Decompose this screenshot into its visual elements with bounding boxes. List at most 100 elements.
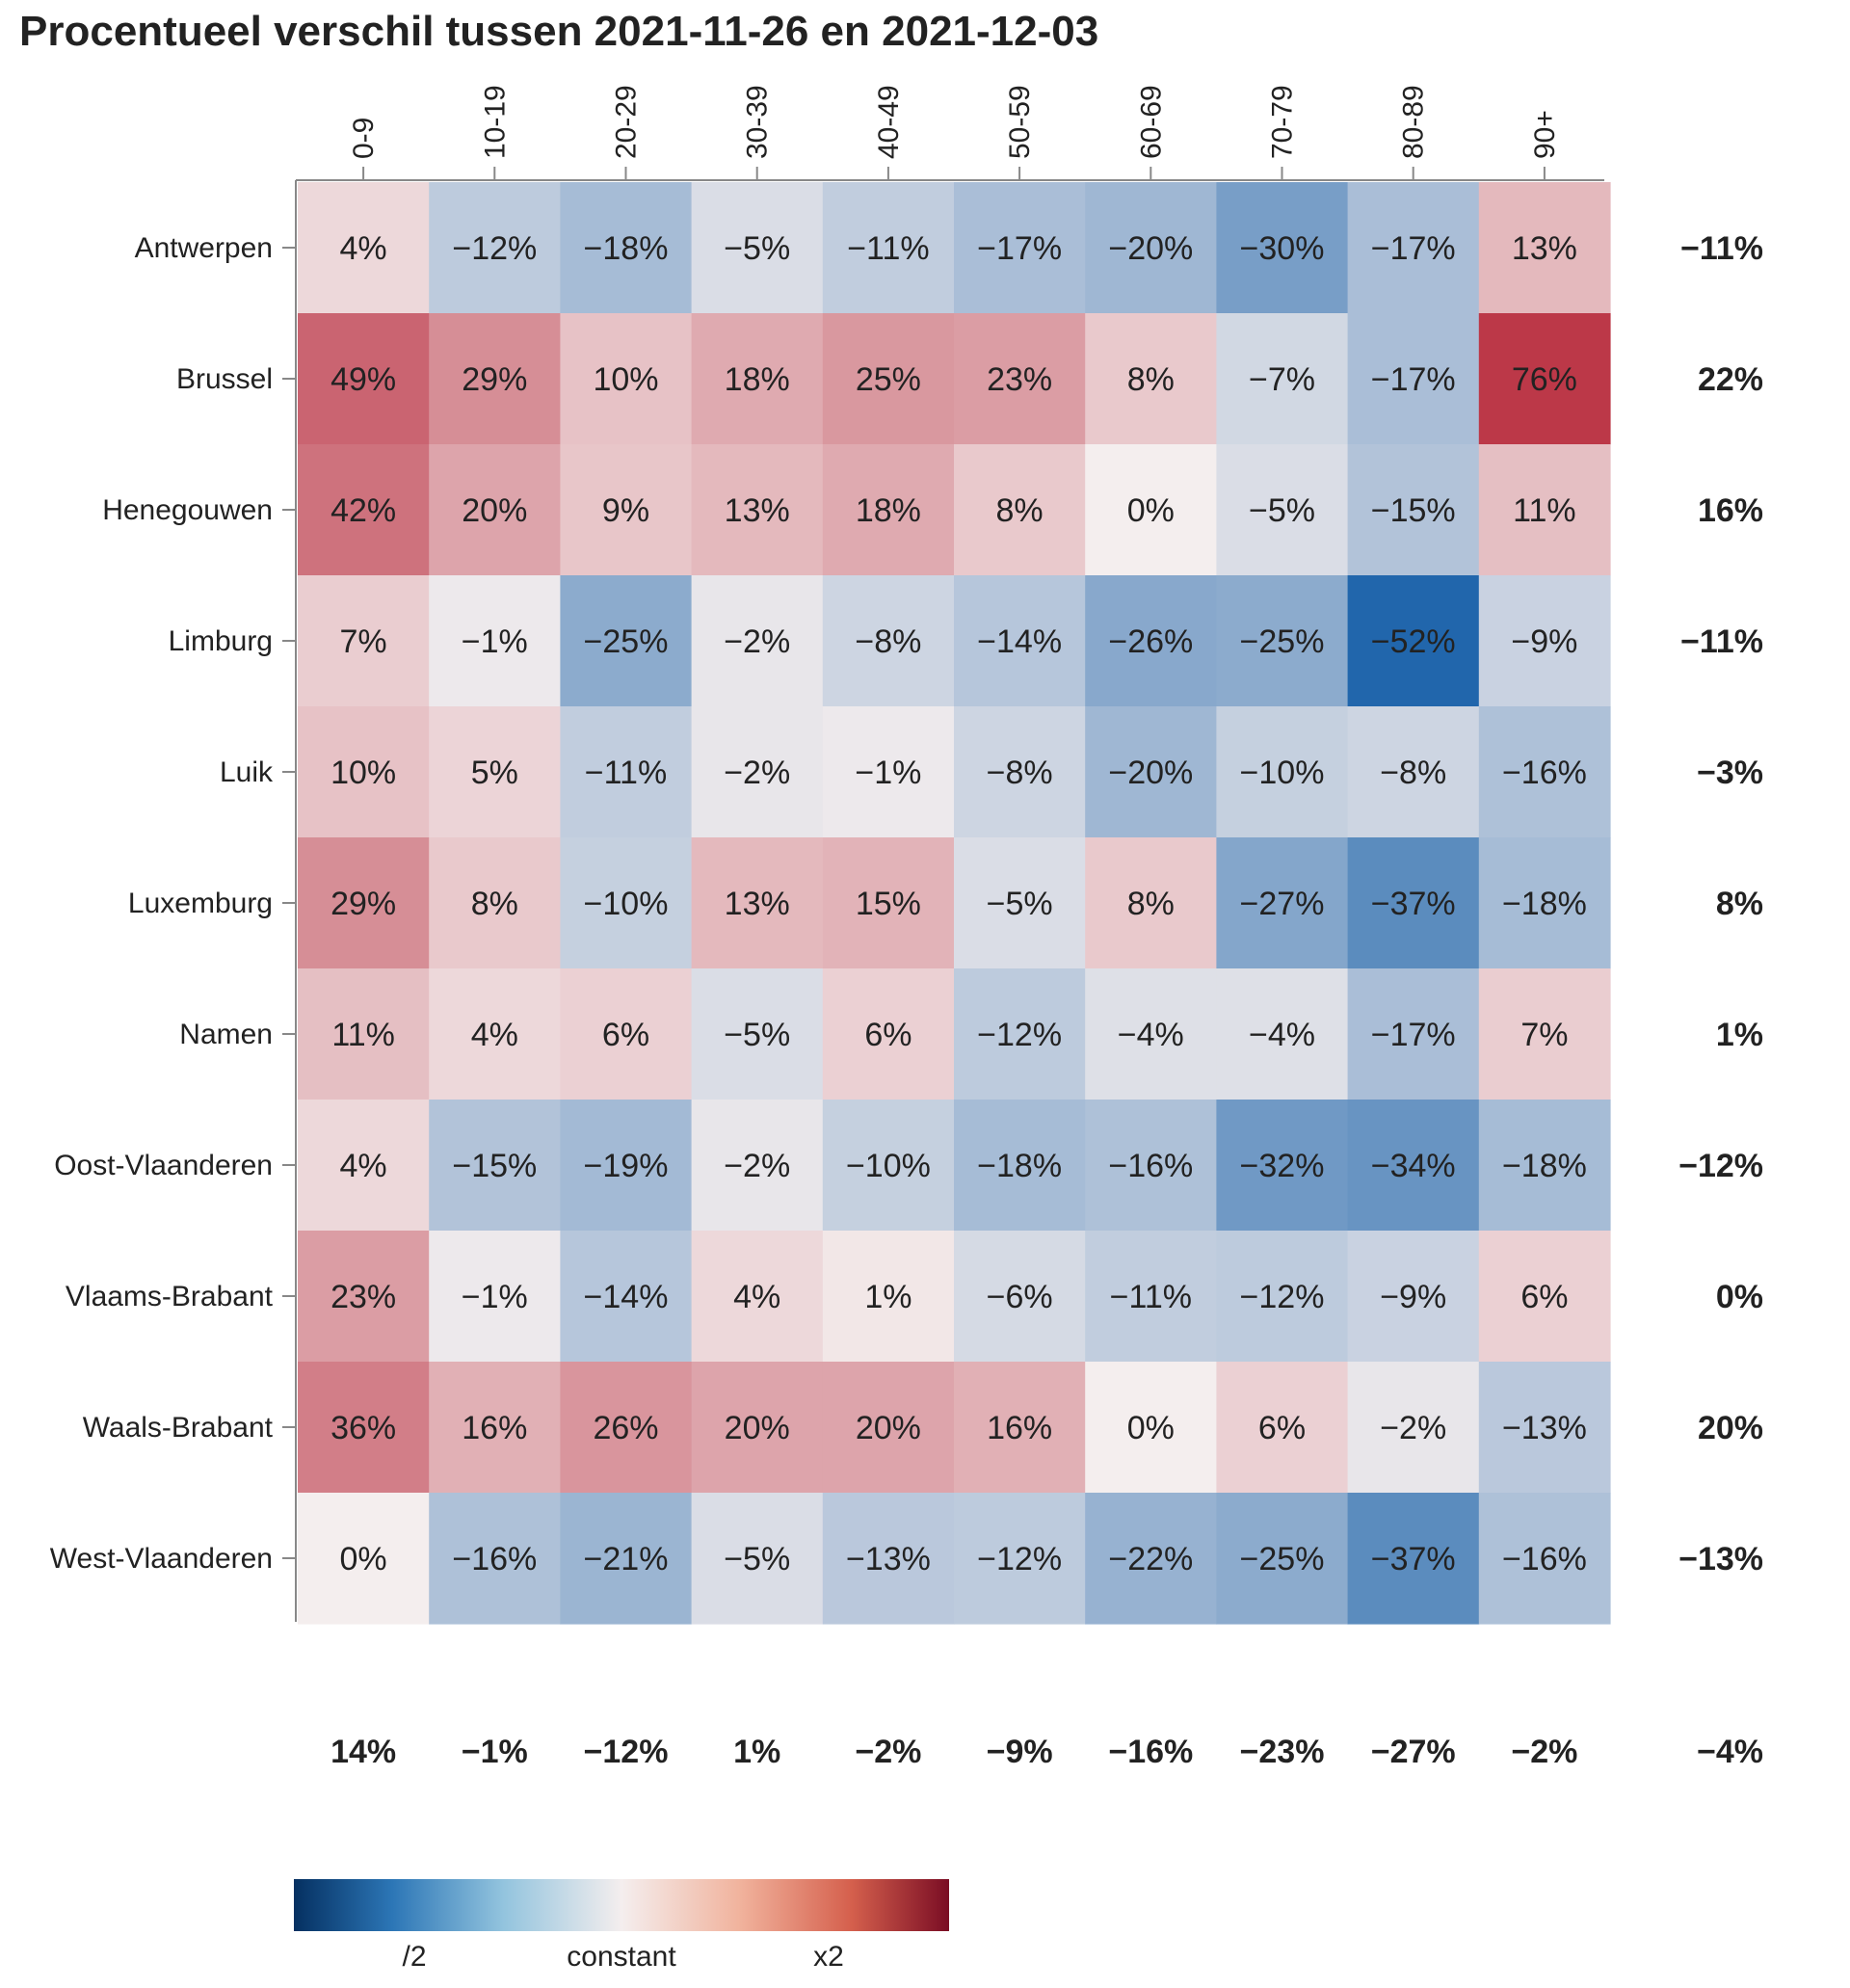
heatmap-cell xyxy=(298,313,430,445)
column-total-label: −9% xyxy=(987,1734,1053,1770)
cell-value-label: 15% xyxy=(856,886,921,922)
row-label: Henegouwen xyxy=(102,494,273,526)
cell-value-label: −18% xyxy=(1502,1148,1587,1184)
chart-title: Procentueel verschil tussen 2021-11-26 e… xyxy=(19,8,1098,55)
heatmap-cell xyxy=(298,968,430,1100)
heatmap-cell xyxy=(1085,444,1217,576)
cell-value-label: 4% xyxy=(340,1148,387,1184)
heatmap-cell xyxy=(429,313,561,445)
heatmap-cell xyxy=(822,1362,955,1494)
cell-value-label: −19% xyxy=(584,1148,669,1184)
heatmap-cell xyxy=(560,1100,693,1232)
cell-value-label: −13% xyxy=(846,1541,931,1577)
heatmap-cell xyxy=(691,1231,824,1363)
cell-value-label: −12% xyxy=(1240,1279,1325,1315)
cell-value-label: −15% xyxy=(452,1148,537,1184)
cell-value-label: 13% xyxy=(725,886,790,922)
cell-value-label: 26% xyxy=(593,1410,658,1446)
heatmap-cell xyxy=(298,575,430,707)
heatmap-cell xyxy=(560,837,693,969)
cell-value-label: 7% xyxy=(1520,1017,1568,1053)
heatmap-cell xyxy=(1085,706,1217,838)
cell-value-label: −17% xyxy=(1371,1017,1456,1053)
cell-value-label: −1% xyxy=(462,623,528,660)
heatmap-cell xyxy=(1478,968,1611,1100)
heatmap-cell xyxy=(954,968,1086,1100)
cell-value-label: 29% xyxy=(330,886,396,922)
heatmap-cell xyxy=(1478,313,1611,445)
heatmap-cell xyxy=(822,313,955,445)
cell-value-label: 6% xyxy=(1520,1279,1568,1315)
column-total-label: −16% xyxy=(1108,1734,1193,1770)
cell-value-label: 8% xyxy=(996,492,1044,529)
cell-value-label: 5% xyxy=(471,755,518,791)
row-total-label: −11% xyxy=(1680,623,1763,660)
heatmap-cell xyxy=(1216,575,1349,707)
cell-value-label: 16% xyxy=(462,1410,527,1446)
heatmap-cell xyxy=(560,444,693,576)
row-total-label: 22% xyxy=(1698,361,1763,398)
column-total-label: −12% xyxy=(584,1734,669,1770)
heatmap-cell xyxy=(298,706,430,838)
cell-value-label: 36% xyxy=(330,1410,396,1446)
cell-value-label: −25% xyxy=(1240,1541,1325,1577)
heatmap-cell xyxy=(691,968,824,1100)
row-label: Luik xyxy=(220,756,274,788)
row-total-label: −12% xyxy=(1678,1148,1763,1184)
cell-value-label: −9% xyxy=(1380,1279,1446,1315)
cell-value-label: −18% xyxy=(584,230,669,267)
heatmap-cell xyxy=(1478,1362,1611,1494)
heatmap-cell xyxy=(1216,968,1349,1100)
heatmap-cell xyxy=(1216,182,1349,314)
cell-value-label: 8% xyxy=(1127,361,1175,398)
column-total-label: 14% xyxy=(330,1734,396,1770)
heatmap-cell xyxy=(691,182,824,314)
heatmap-cell xyxy=(1347,182,1480,314)
cell-value-label: −26% xyxy=(1108,623,1193,660)
heatmap-cell xyxy=(560,313,693,445)
color-legend-bar xyxy=(294,1879,949,1931)
heatmap-cell xyxy=(1085,1493,1217,1625)
cell-value-label: −8% xyxy=(987,755,1053,791)
color-legend-labels: /2 constant x2 xyxy=(402,1941,843,1973)
column-label: 50-59 xyxy=(1004,85,1036,159)
heatmap-cell xyxy=(560,182,693,314)
heatmap-cell xyxy=(691,706,824,838)
column-total-label: −2% xyxy=(855,1734,921,1770)
heatmap-cell xyxy=(298,182,430,314)
row-total-label: 1% xyxy=(1716,1017,1763,1053)
heatmap-cell xyxy=(691,313,824,445)
cell-value-label: −11% xyxy=(1110,1279,1192,1315)
cell-value-label: −18% xyxy=(1502,886,1587,922)
heatmap-cell xyxy=(1085,182,1217,314)
cell-value-label: −20% xyxy=(1108,230,1193,267)
color-legend-label: constant xyxy=(567,1941,676,1973)
cell-value-label: 1% xyxy=(864,1279,912,1315)
heatmap-cell xyxy=(1347,1100,1480,1232)
cell-value-label: −22% xyxy=(1108,1541,1193,1577)
heatmap-cell xyxy=(1347,706,1480,838)
column-total-label: −2% xyxy=(1511,1734,1577,1770)
cell-value-label: 13% xyxy=(725,492,790,529)
cell-value-label: 0% xyxy=(1127,1410,1175,1446)
heatmap-cell xyxy=(954,313,1086,445)
cell-value-label: 6% xyxy=(602,1017,649,1053)
cell-value-label: −21% xyxy=(584,1541,669,1577)
heatmap-cell xyxy=(1216,1231,1349,1363)
heatmap-cell xyxy=(1216,444,1349,576)
heatmap-cell xyxy=(1478,706,1611,838)
cell-value-label: 13% xyxy=(1512,230,1577,267)
column-label: 20-29 xyxy=(611,85,643,159)
cell-value-label: 42% xyxy=(330,492,396,529)
heatmap-cell xyxy=(1216,837,1349,969)
heatmap-cell xyxy=(1478,182,1611,314)
row-label: Luxemburg xyxy=(128,888,273,919)
heatmap-cell xyxy=(1085,1362,1217,1494)
row-total-label: 8% xyxy=(1716,886,1763,922)
cell-value-label: −11% xyxy=(847,230,929,267)
cell-value-label: 9% xyxy=(602,492,649,529)
heatmap-cell xyxy=(1085,1100,1217,1232)
cell-value-label: 20% xyxy=(462,492,527,529)
cell-value-label: −5% xyxy=(724,230,790,267)
